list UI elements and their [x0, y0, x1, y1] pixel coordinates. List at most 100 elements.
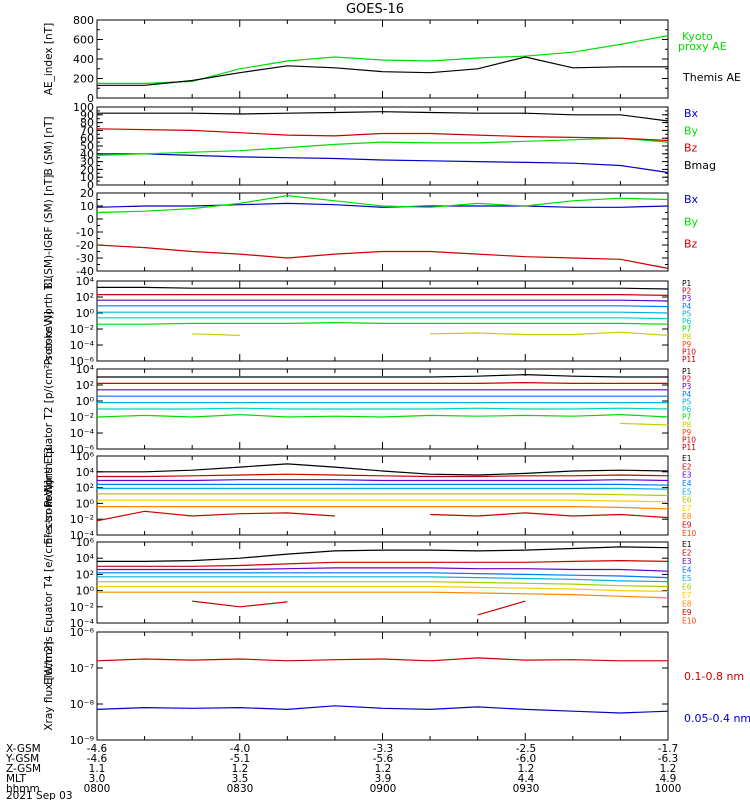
series-line-p3: [97, 299, 669, 302]
series-line-e4: [97, 483, 669, 486]
series-line-e9: [96, 510, 335, 522]
legend-label: E8: [682, 512, 692, 521]
legend-label: P3: [682, 294, 692, 303]
y-tick-label: 10⁻⁶: [70, 626, 95, 639]
legend-label: E2: [682, 549, 692, 558]
legend-label: Bz: [684, 238, 698, 251]
series-line-kyoto-proxy-ae: [97, 35, 669, 85]
legend-label: By: [684, 215, 699, 228]
panel-5: 10⁻⁶ 10⁻⁴ 10⁻² 10⁰ 10² 10⁴ Protons Equator T2 …: [43, 311, 696, 507]
y-tick-label: 10⁻⁴: [70, 617, 95, 630]
position-row-label: Y-GSM: [5, 753, 39, 765]
series-line-p5: [97, 311, 669, 314]
position-value: 0830: [227, 783, 254, 795]
series-line-p4: [97, 305, 669, 308]
y-tick-label: 10⁰: [76, 497, 95, 510]
legend-label: Bmag: [684, 159, 716, 172]
panel-frame: [96, 541, 669, 624]
legend-label: E6: [682, 583, 692, 592]
y-tick-label: 70: [80, 124, 94, 137]
position-value: -1.7: [658, 743, 679, 755]
y-tick-label: 10⁻⁶: [70, 355, 95, 368]
position-value: 0930: [513, 783, 540, 795]
legend-label: 0.1-0.8 nm: [684, 670, 744, 683]
y-tick-label: -20: [76, 239, 94, 252]
y-tick-label: 10⁶: [76, 450, 95, 463]
y-tick-label: 0: [87, 179, 94, 192]
y-tick-label: 10⁶: [76, 536, 95, 549]
panel-frame: [96, 106, 669, 186]
position-value: 1.2: [660, 763, 677, 775]
legend-label: E10: [682, 617, 697, 626]
series-line-e1: [97, 463, 669, 476]
series-line-e2: [97, 559, 669, 567]
series-line-0-05-0-4-nm: [96, 705, 669, 714]
date-label: 2021 Sep 03: [6, 790, 73, 800]
series-line-bx: [97, 153, 669, 174]
position-value: 4.9: [660, 773, 677, 785]
legend-label: P2: [682, 287, 692, 296]
legend-label: E1: [682, 540, 692, 549]
legend-label: 0.05-0.4 nm: [684, 712, 750, 725]
y-tick-label: 10⁰: [76, 585, 95, 598]
y-tick-label: 800: [73, 14, 94, 27]
position-value: 1000: [655, 783, 682, 795]
position-value: -2.5: [516, 743, 537, 755]
legend-label: P1: [682, 279, 692, 288]
series-line-e6: [97, 581, 669, 588]
series-line-0-1-0-8-nm: [96, 657, 668, 662]
position-value: 1.2: [518, 763, 535, 775]
series-line-e9: [477, 600, 526, 616]
y-tick-label: 10⁻²: [70, 601, 94, 614]
y-tick-label: 0: [87, 92, 94, 105]
series-line-e3: [97, 567, 669, 572]
y-tick-label: 10²: [76, 482, 94, 495]
legend-label: E1: [682, 454, 692, 463]
legend-label: P10: [682, 436, 696, 445]
series-line-e3: [97, 479, 669, 482]
y-tick-label: -40: [76, 265, 94, 278]
y-tick-label: 20: [80, 163, 94, 176]
series-line-e9: [192, 600, 288, 608]
y-tick-label: 10⁻²: [70, 513, 94, 526]
y-axis-label: Xray flux [W/m2]: [43, 641, 55, 730]
series-line-p7: [97, 321, 669, 325]
series-line-p8: [192, 333, 240, 336]
y-tick-label: -30: [76, 252, 94, 265]
series-line-bz: [96, 244, 669, 269]
y-axis-label: Electrons North T3: [43, 447, 55, 545]
y-axis-label: Protons Equator T2 [p/(cm²-s-sr-keV)]: [43, 311, 55, 507]
y-tick-label: 40: [80, 148, 94, 161]
panel-6: 10⁻⁴ 10⁻² 10⁰ 10² 10⁴ 10⁶ Electrons North T3 E1…: [43, 447, 697, 545]
series-line-e8: [97, 591, 669, 599]
position-value: 3.5: [232, 773, 249, 785]
legend-label: P6: [682, 317, 692, 326]
series-line-p7: [96, 413, 669, 418]
position-row-label: MLT: [6, 773, 26, 785]
series-line-bmag: [97, 111, 669, 122]
panel-frame: [96, 280, 669, 362]
position-row-label: X-GSM: [6, 743, 41, 755]
y-tick-label: 10⁴: [76, 552, 95, 565]
legend-label: P7: [682, 413, 692, 422]
legend-label: P5: [682, 397, 692, 406]
y-tick-label: 600: [73, 34, 94, 47]
legend-label: E10: [682, 529, 697, 538]
series-line-p2: [97, 381, 668, 384]
legend-label: P8: [682, 420, 692, 429]
legend-label: E3: [682, 557, 692, 566]
position-value: 0900: [370, 783, 397, 795]
series-line-e6: [97, 493, 669, 497]
series-line-e1: [97, 546, 669, 563]
panel-8: 10⁻⁹ 10⁻⁸ 10⁻⁷ 10⁻⁶ Xray flux [W/m2] 0.1-0.8 …: [43, 626, 750, 747]
y-tick-label: 400: [73, 53, 94, 66]
series-line-by: [96, 137, 669, 156]
y-tick-label: 10⁰: [76, 395, 95, 408]
legend-label: E8: [682, 600, 692, 609]
position-value: -4.6: [87, 753, 108, 765]
y-tick-label: 200: [73, 73, 94, 86]
y-tick-label: 10⁻⁷: [70, 662, 94, 675]
legend-label: P2: [682, 375, 692, 384]
y-tick-label: 10: [80, 171, 94, 184]
y-tick-label: 10⁻⁹: [70, 734, 94, 747]
